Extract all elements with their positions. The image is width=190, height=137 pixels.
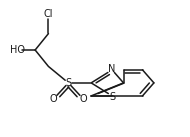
Text: S: S — [65, 78, 71, 88]
Text: N: N — [108, 64, 116, 74]
Text: Cl: Cl — [44, 9, 53, 19]
Text: O: O — [80, 94, 87, 104]
Text: S: S — [109, 92, 115, 102]
Text: HO: HO — [10, 45, 25, 55]
Text: O: O — [49, 94, 57, 104]
